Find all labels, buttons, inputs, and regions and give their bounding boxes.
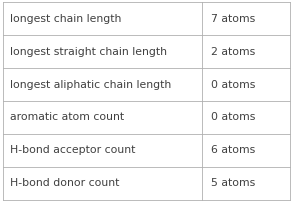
Text: aromatic atom count: aromatic atom count [10,113,124,122]
Text: 6 atoms: 6 atoms [211,145,255,156]
Text: longest chain length: longest chain length [10,14,122,23]
Text: 7 atoms: 7 atoms [211,14,255,23]
Text: 0 atoms: 0 atoms [211,80,255,89]
Text: H-bond acceptor count: H-bond acceptor count [10,145,135,156]
Text: 2 atoms: 2 atoms [211,46,255,57]
Text: longest aliphatic chain length: longest aliphatic chain length [10,80,171,89]
Text: longest straight chain length: longest straight chain length [10,46,167,57]
Text: 0 atoms: 0 atoms [211,113,255,122]
Text: H-bond donor count: H-bond donor count [10,179,120,188]
Text: 5 atoms: 5 atoms [211,179,255,188]
